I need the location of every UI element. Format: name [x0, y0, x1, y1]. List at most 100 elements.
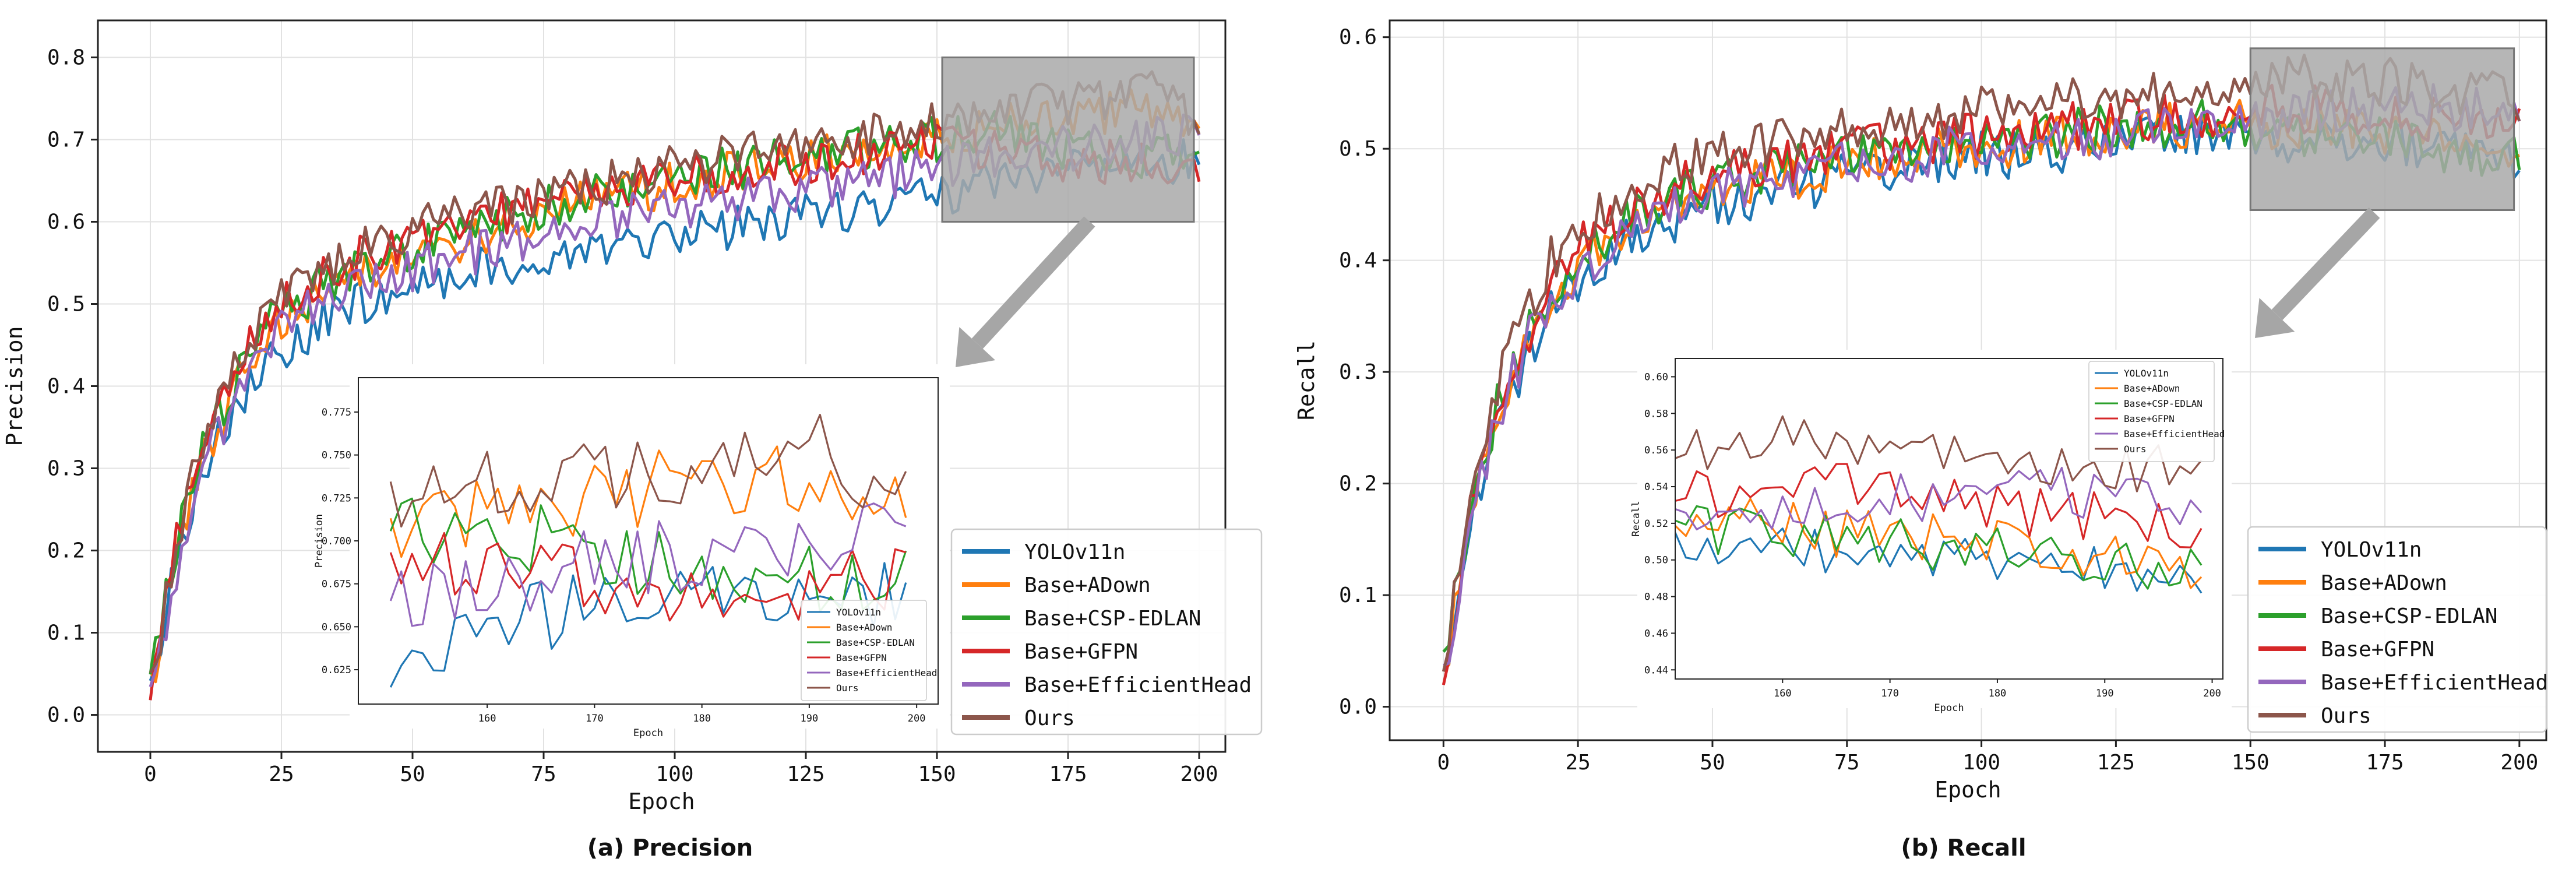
precision-x-tick-label: 100	[656, 762, 693, 786]
recall-inset-x-tick-label: 190	[2096, 688, 2114, 699]
recall-legend-label: Base+GFPN	[2321, 638, 2434, 662]
recall-y-tick-label: 0.0	[1339, 695, 1377, 719]
recall-inset-y-tick-label: 0.52	[1644, 518, 1668, 530]
precision-inset-x-tick-label: 160	[478, 713, 496, 724]
precision-inset-legend-box	[801, 600, 927, 701]
precision-legend-label: YOLOv11n	[1024, 540, 1125, 564]
precision-inset-series-line-base-efficienthead	[389, 502, 907, 627]
precision-x-tick-label: 200	[1180, 762, 1218, 786]
recall-inset-legend-label: Base+GFPN	[2124, 413, 2175, 424]
recall-y-tick-label: 0.6	[1339, 26, 1377, 50]
precision-x-tick-label: 125	[787, 762, 824, 786]
precision-inset-legend-label: YOLOv11n	[836, 607, 881, 618]
precision-x-axis-label: Epoch	[628, 789, 695, 814]
recall-legend-label: YOLOv11n	[2321, 538, 2422, 562]
recall-caption: (b) Recall	[1901, 835, 2026, 861]
precision-y-tick-label: 0.0	[47, 703, 85, 727]
recall-x-axis-label: Epoch	[1934, 777, 2001, 803]
recall-inset-y-tick-label: 0.48	[1644, 592, 1668, 603]
precision-y-tick-label: 0.8	[47, 45, 85, 69]
precision-inset-y-tick-label: 0.650	[322, 621, 351, 633]
precision-inset-y-tick-label: 0.675	[322, 579, 351, 590]
recall-legend-label: Ours	[2321, 704, 2371, 728]
recall-y-tick-label: 0.4	[1339, 249, 1377, 273]
recall-zoom-region	[2249, 47, 2515, 212]
precision-legend-label: Base+CSP-EDLAN	[1024, 607, 1201, 631]
precision-inset-series-line-ours	[389, 414, 907, 528]
recall-y-tick-label: 0.5	[1339, 137, 1377, 161]
recall-plot-frame	[1389, 19, 2547, 741]
precision-y-tick-label: 0.6	[47, 210, 85, 234]
recall-legend-label: Base+CSP-EDLAN	[2321, 604, 2497, 628]
recall-inset-y-tick-label: 0.54	[1644, 481, 1668, 493]
precision-y-tick-label: 0.3	[47, 457, 85, 481]
recall-inset-legend-box	[2088, 361, 2215, 462]
recall-inset-legend-label: Ours	[2124, 444, 2147, 455]
precision-x-tick-label: 25	[269, 762, 294, 786]
precision-y-axis-label: Precision	[2, 326, 27, 446]
precision-legend-label: Ours	[1024, 706, 1075, 730]
recall-inset-x-tick-label: 170	[1881, 688, 1899, 699]
recall-inset-legend-label: Base+ADown	[2124, 383, 2180, 394]
precision-panel: 0 25 50 75 100 125 150 175 200 0.0 0.1 0.2 0.3 0.4 0.5…	[2, 19, 1263, 814]
recall-inset-x-axis-label: Epoch	[1934, 702, 1964, 714]
recall-legend-box	[2247, 526, 2547, 733]
precision-inset-y-tick-label: 0.750	[322, 450, 351, 462]
precision-inset-x-tick-label: 170	[586, 713, 604, 724]
recall-legend-label: Base+EfficientHead	[2321, 671, 2548, 695]
precision-inset-x-tick-label: 190	[801, 713, 819, 724]
precision-caption: (a) Precision	[587, 835, 753, 861]
recall-inset-x-tick-label: 180	[1989, 688, 2007, 699]
recall-legend-label: Base+ADown	[2321, 571, 2447, 595]
precision-inset-y-tick-label: 0.725	[322, 492, 351, 504]
precision-inset-legend-label: Ours	[836, 683, 859, 694]
recall-inset-y-tick-label: 0.46	[1644, 628, 1668, 639]
recall-inset-y-tick-label: 0.58	[1644, 408, 1668, 420]
recall-panel: 0 25 50 75 100 125 150 175 200 0.0 0.1 0.2 0.3 0.4 0.5…	[1294, 19, 2548, 803]
precision-legend-label: Base+EfficientHead	[1024, 673, 1252, 697]
precision-x-tick-label: 75	[531, 762, 556, 786]
precision-y-tick-label: 0.1	[47, 621, 85, 645]
recall-x-tick-label: 175	[2366, 751, 2404, 775]
recall-inset-series-line-ours	[1675, 415, 2203, 492]
recall-inset-frame	[1675, 358, 2223, 680]
recall-inset-legend-label: YOLOv11n	[2124, 368, 2169, 379]
recall-zoom-arrow-shaft	[2271, 207, 2380, 321]
recall-y-axis-label: Recall	[1294, 340, 1319, 420]
precision-inset-x-tick-label: 200	[908, 713, 926, 724]
recall-inset-y-tick-label: 0.44	[1644, 664, 1668, 676]
precision-inset-legend-label: Base+EfficientHead	[836, 667, 937, 678]
recall-inset-legend-label: Base+EfficientHead	[2124, 428, 2225, 439]
precision-inset-y-tick-label: 0.625	[322, 664, 351, 676]
precision-y-tick-label: 0.5	[47, 292, 85, 316]
recall-x-tick-label: 150	[2232, 751, 2270, 775]
precision-zoom-arrow-head	[956, 327, 996, 367]
recall-zoom-arrow-head	[2255, 298, 2295, 338]
recall-inset-legend-label: Base+CSP-EDLAN	[2124, 398, 2203, 409]
precision-y-tick-label: 0.7	[47, 128, 85, 152]
precision-x-tick-label: 175	[1049, 762, 1087, 786]
precision-inset-y-tick-label: 0.775	[322, 407, 351, 418]
precision-zoom-arrow-shaft	[971, 216, 1095, 349]
precision-inset-series-line-base-gfpn	[389, 532, 907, 622]
precision-inset-series-line-yolov11n	[389, 562, 907, 688]
precision-zoom-region	[941, 56, 1195, 223]
recall-inset-y-tick-label: 0.60	[1644, 371, 1668, 383]
recall-inset-series-line-base-efficienthead	[1675, 467, 2203, 530]
precision-legend-label: Base+GFPN	[1024, 640, 1138, 664]
recall-inset-x-tick-label: 200	[2203, 688, 2221, 699]
recall-inset-y-tick-label: 0.56	[1644, 445, 1668, 456]
precision-inset-legend-label: Base+GFPN	[836, 652, 887, 663]
precision-inset-x-tick-label: 180	[693, 713, 711, 724]
precision-y-tick-label: 0.2	[47, 539, 85, 563]
recall-x-tick-label: 200	[2500, 751, 2538, 775]
precision-x-tick-label: 50	[400, 762, 425, 786]
precision-inset-y-tick-label: 0.700	[322, 536, 351, 547]
recall-y-tick-label: 0.2	[1339, 472, 1377, 496]
recall-inset-series-line-base-csp-edlan	[1675, 505, 2203, 590]
recall-inset-x-tick-label: 160	[1774, 688, 1792, 699]
recall-inset-y-tick-label: 0.50	[1644, 555, 1668, 567]
recall-y-tick-label: 0.3	[1339, 360, 1377, 384]
precision-inset-x-axis-label: Epoch	[633, 727, 663, 739]
precision-x-tick-label: 150	[918, 762, 956, 786]
